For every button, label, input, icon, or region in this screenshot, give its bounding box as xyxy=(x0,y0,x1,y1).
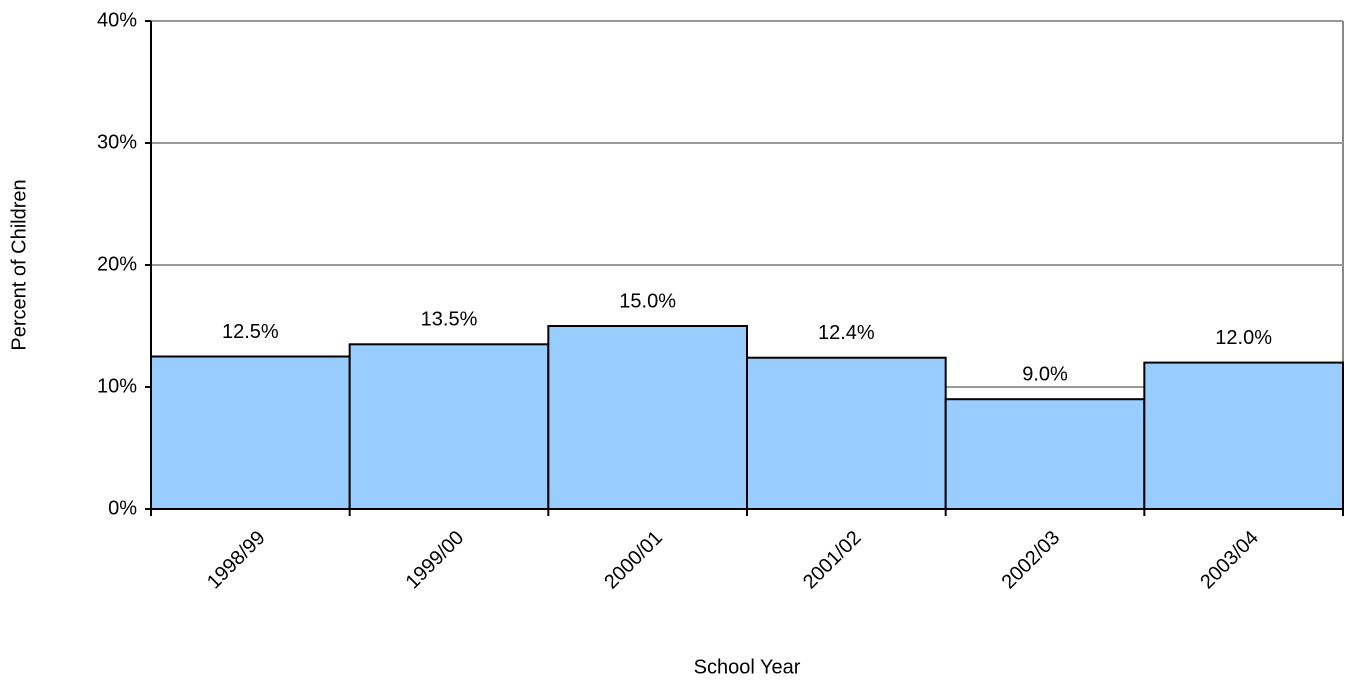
data-label: 12.4% xyxy=(818,322,875,344)
x-tick-label: 1999/00 xyxy=(402,527,469,594)
y-tick-label: 20% xyxy=(97,253,137,275)
data-label: 13.5% xyxy=(421,309,478,331)
y-axis-title: Percent of Children xyxy=(8,179,30,350)
y-tick-label: 30% xyxy=(97,131,137,153)
data-label: 12.5% xyxy=(222,321,279,343)
x-tick-label: 1998/99 xyxy=(203,527,270,594)
x-tick-label: 2002/03 xyxy=(998,527,1065,594)
bar xyxy=(547,325,748,510)
bar xyxy=(944,398,1146,511)
y-tick-label: 10% xyxy=(97,375,137,397)
x-tick-label: 2000/01 xyxy=(600,527,667,594)
bar xyxy=(348,343,550,510)
x-tick-label: 2001/02 xyxy=(799,527,866,594)
data-label: 12.0% xyxy=(1215,327,1272,349)
y-tick-label: 40% xyxy=(97,9,137,31)
bar xyxy=(150,355,351,510)
y-tick-label: 0% xyxy=(108,497,137,519)
x-axis-title: School Year xyxy=(694,656,801,678)
bar xyxy=(1143,361,1345,510)
x-tick-label: 2003/04 xyxy=(1196,527,1263,594)
bar xyxy=(746,356,947,510)
data-label: 15.0% xyxy=(619,290,676,312)
data-label: 9.0% xyxy=(1022,363,1068,385)
